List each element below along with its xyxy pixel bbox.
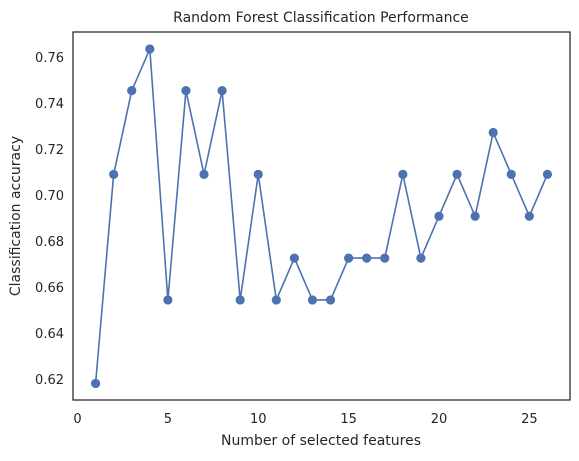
y-tick-label: 0.66: [35, 281, 64, 296]
data-point: [199, 169, 209, 179]
x-tick-label: 20: [431, 412, 448, 427]
data-point: [289, 253, 299, 263]
data-point: [253, 169, 263, 179]
data-point: [127, 86, 137, 96]
y-tick-label: 0.76: [35, 51, 64, 66]
data-point: [416, 253, 426, 263]
data-point: [235, 295, 245, 305]
data-point: [488, 127, 498, 138]
data-point: [163, 295, 173, 305]
data-point: [434, 211, 444, 221]
data-point: [90, 378, 101, 389]
axes-frame: [72, 31, 571, 401]
x-tick-label: 10: [250, 412, 267, 427]
y-tick-label: 0.64: [35, 327, 64, 342]
data-point: [344, 253, 354, 263]
data-point: [181, 86, 191, 96]
data-point: [271, 295, 281, 305]
data-point: [398, 169, 408, 179]
data-point: [470, 211, 480, 221]
plot-area: 0 5 10 15 20 25 0.62 0.64 0.66 0.68 0.70 0.72 0.74 0.…: [35, 31, 571, 427]
y-tick-label: 0.70: [35, 189, 64, 204]
data-point: [524, 211, 534, 221]
data-point: [217, 86, 227, 96]
y-tick-label: 0.72: [35, 143, 64, 158]
x-tick-label: 15: [340, 412, 357, 427]
y-axis-label: Classification accuracy: [8, 136, 24, 296]
data-point: [380, 253, 390, 263]
chart-title: Random Forest Classification Performance: [173, 10, 469, 26]
data-point: [307, 295, 318, 305]
data-point: [362, 253, 372, 263]
x-tick-label: 25: [521, 412, 538, 427]
data-point: [452, 169, 462, 179]
series-line: [94, 48, 549, 384]
y-tick-label: 0.68: [35, 235, 64, 250]
data-point: [325, 295, 336, 305]
x-axis-label: Number of selected features: [221, 433, 421, 449]
data-point: [109, 169, 119, 179]
y-tick-label: 0.74: [35, 97, 64, 112]
data-point: [506, 169, 516, 179]
y-tick-label: 0.62: [35, 373, 64, 388]
data-point: [542, 169, 553, 179]
x-tick-label: 0: [73, 412, 81, 427]
data-point: [145, 44, 155, 54]
x-tick-label: 5: [164, 412, 172, 427]
